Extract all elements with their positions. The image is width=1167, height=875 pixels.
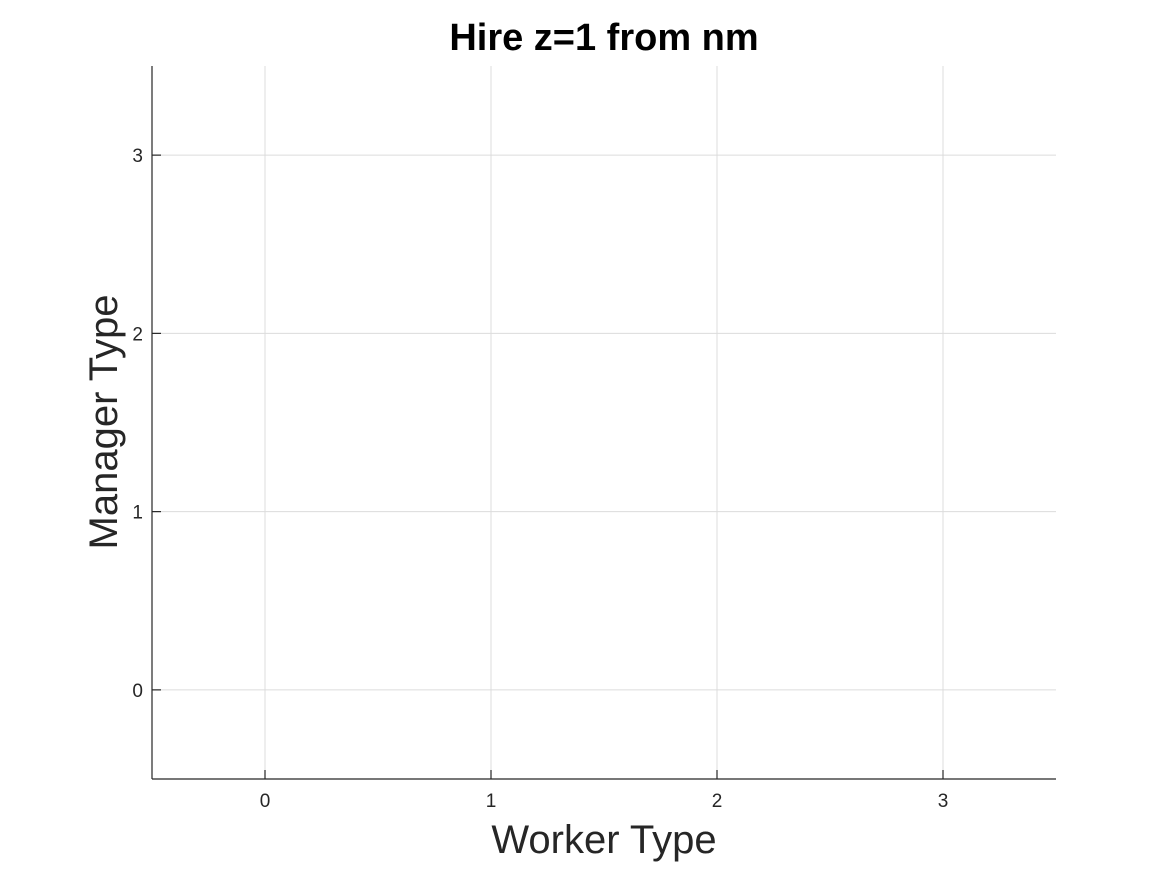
y-tick-label: 2 xyxy=(132,324,143,345)
y-axis-label: Manager Type xyxy=(82,295,126,550)
x-tick-label: 2 xyxy=(712,791,723,812)
chart-title: Hire z=1 from nm xyxy=(449,17,758,59)
x-axis-label: Worker Type xyxy=(491,818,716,862)
y-tick-label: 1 xyxy=(132,503,143,524)
x-tick-label: 3 xyxy=(938,791,949,812)
x-tick-label: 0 xyxy=(260,791,271,812)
grid xyxy=(152,66,1056,779)
x-tick-label: 1 xyxy=(486,791,497,812)
axes xyxy=(151,66,1056,780)
ticks: 0 1 2 3 0 1 2 3 xyxy=(132,146,948,812)
y-tick-label: 3 xyxy=(132,146,143,167)
y-tick-label: 0 xyxy=(132,681,143,702)
